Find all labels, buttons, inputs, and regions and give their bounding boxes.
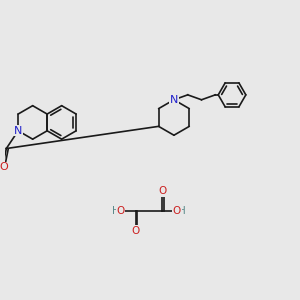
Text: O: O [131, 226, 140, 236]
Text: O: O [173, 206, 181, 216]
Text: N: N [170, 95, 178, 105]
Text: O: O [158, 186, 166, 197]
Text: O: O [117, 206, 125, 216]
Text: N: N [14, 126, 22, 136]
Text: H: H [178, 206, 186, 216]
Text: H: H [112, 206, 120, 216]
Text: O: O [0, 162, 8, 172]
